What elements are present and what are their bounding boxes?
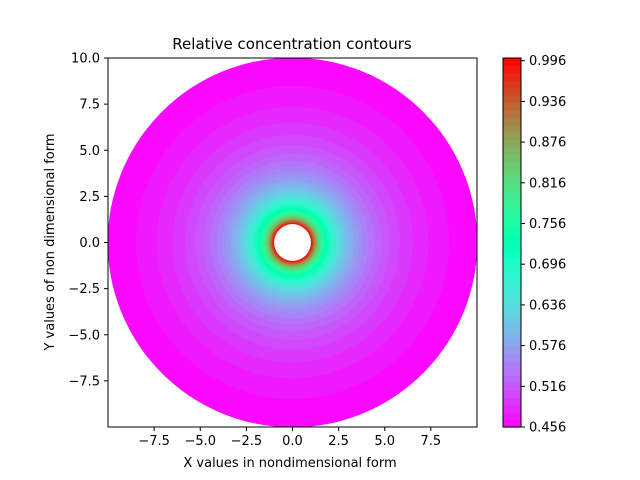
y-tick-label: 5.0 [79,144,100,159]
colorbar-band [503,367,521,376]
colorbar-band [503,360,521,369]
y-tick-label: 2.5 [79,190,100,205]
colorbar-band [503,397,521,406]
colorbar-band [503,227,521,236]
colorbar-band [503,176,521,185]
colorbar-band [503,94,521,103]
colorbar-band [503,153,521,162]
colorbar-tick-label: 0.516 [529,380,566,395]
colorbar-band [503,161,521,170]
colorbar-band [503,264,521,273]
y-tick-label: 7.5 [79,98,100,113]
colorbar-tick-label: 0.756 [529,217,566,232]
colorbar-frame [502,57,522,428]
x-tick-label: 5.0 [374,434,395,449]
colorbar-band [503,220,521,229]
colorbar-band [503,294,521,303]
colorbar-band [503,109,521,118]
colorbar-tick-label: 0.456 [529,421,566,436]
colorbar-band [503,257,521,266]
x-tick-label: −2.5 [231,434,263,449]
colorbar-band [503,338,521,347]
colorbar-band [503,65,521,74]
colorbar-band [503,286,521,295]
plot-area [107,57,478,428]
colorbar-band [503,308,521,317]
colorbar-band [503,390,521,399]
colorbar: 0.456 0.516 0.576 0.636 0.696 0.756 0.816 0.876… [502,54,566,436]
colorbar-tick-label: 0.876 [529,136,566,151]
colorbar-band [503,212,521,221]
x-tick-label: 0.0 [282,434,303,449]
colorbar-band [503,205,521,214]
colorbar-band [503,331,521,340]
colorbar-band [503,102,521,111]
x-axis-label: X values in nondimensional form [183,456,396,471]
x-tick-label: −5.0 [184,434,216,449]
y-tick-label: 0.0 [79,236,100,251]
colorbar-band [503,198,521,207]
colorbar-band [503,124,521,133]
colorbar-band [503,301,521,310]
y-tick-label: −7.5 [68,374,100,389]
colorbar-band [503,353,521,362]
y-tick-label: −5.0 [68,328,100,343]
x-tick-label: 7.5 [421,434,442,449]
chart-title: Relative concentration contours [172,35,412,53]
colorbar-band [503,190,521,199]
y-tick-label: 10.0 [71,52,100,67]
y-tick-label: −2.5 [68,282,100,297]
colorbar-band [503,146,521,155]
colorbar-band [503,323,521,332]
colorbar-bands [503,58,521,428]
x-tick-label: −7.5 [138,434,170,449]
colorbar-band [503,242,521,251]
colorbar-band [503,279,521,288]
colorbar-band [503,58,521,66]
colorbar-band [503,419,521,428]
colorbar-band [503,316,521,325]
y-axis: 10.0 7.5 5.0 2.5 0.0 −2.5 −5.0 −7.5 [68,52,108,389]
x-axis: −7.5 −5.0 −2.5 0.0 2.5 5.0 7.5 [138,427,441,449]
colorbar-band [503,117,521,126]
inner-hole [274,224,311,261]
colorbar-tick-label: 0.576 [529,339,566,354]
contour-rings [107,57,478,428]
colorbar-tick-label: 0.696 [529,258,566,273]
colorbar-tick-label: 0.816 [529,176,566,191]
colorbar-band [503,168,521,177]
colorbar-band [503,404,521,413]
colorbar-ticks: 0.456 0.516 0.576 0.636 0.696 0.756 0.816 0.876… [521,54,566,436]
x-tick-label: 2.5 [328,434,349,449]
colorbar-band [503,72,521,81]
colorbar-band [503,235,521,244]
colorbar-band [503,412,521,421]
colorbar-band [503,139,521,148]
colorbar-tick-label: 0.996 [529,54,566,69]
colorbar-band [503,87,521,96]
colorbar-band [503,80,521,89]
colorbar-band [503,375,521,384]
y-axis-label: Y values of non dimensional form [43,133,58,351]
colorbar-band [503,382,521,391]
colorbar-band [503,249,521,258]
colorbar-tick-label: 0.936 [529,95,566,110]
colorbar-tick-label: 0.636 [529,298,566,313]
colorbar-band [503,345,521,354]
colorbar-band [503,272,521,280]
colorbar-band [503,131,521,140]
colorbar-band [503,183,521,192]
